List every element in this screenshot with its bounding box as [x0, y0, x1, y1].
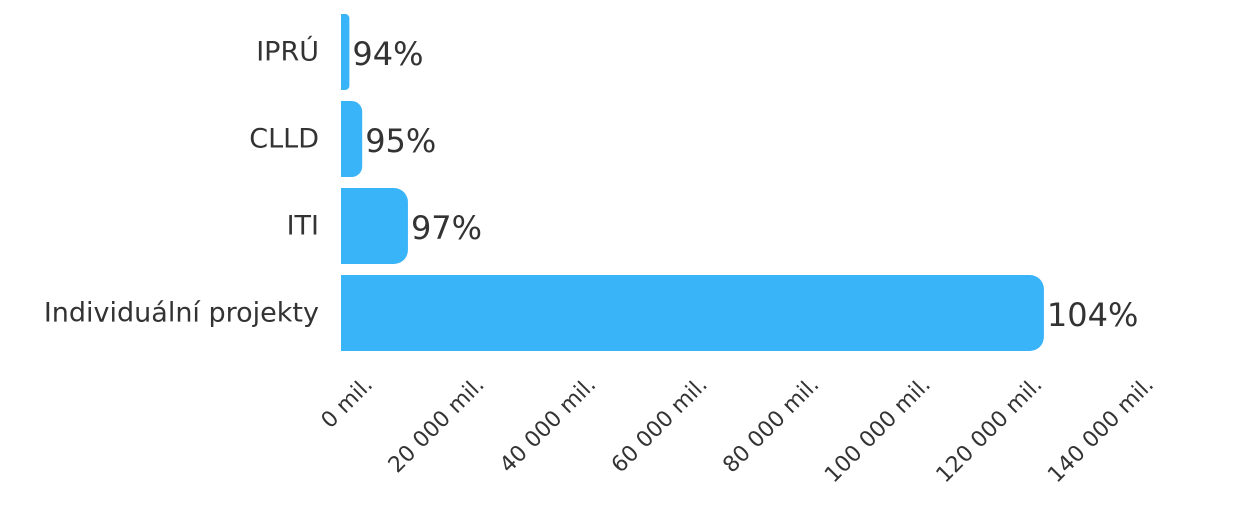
data-label: 94%: [352, 35, 423, 73]
category-label: CLLD: [249, 124, 319, 155]
x-tick-label: 0 mil.: [317, 372, 378, 433]
x-tick-label: 100 000 mil.: [820, 372, 936, 488]
bar: [341, 101, 363, 177]
bar: [341, 14, 350, 90]
x-tick-label: 80 000 mil.: [718, 372, 824, 478]
data-label: 97%: [411, 209, 482, 247]
category-label: Individuální projekty: [44, 298, 319, 329]
bar: [341, 275, 1044, 351]
x-tick-label: 40 000 mil.: [495, 372, 601, 478]
data-label: 104%: [1047, 296, 1138, 334]
x-tick-label: 20 000 mil.: [384, 372, 490, 478]
x-tick-label: 120 000 mil.: [932, 372, 1048, 488]
bar: [341, 188, 408, 264]
category-label: ITI: [287, 211, 319, 242]
x-tick-label: 60 000 mil.: [607, 372, 713, 478]
category-label: IPRÚ: [256, 36, 319, 68]
x-tick-label: 140 000 mil.: [1043, 372, 1159, 488]
data-label: 95%: [365, 122, 436, 160]
